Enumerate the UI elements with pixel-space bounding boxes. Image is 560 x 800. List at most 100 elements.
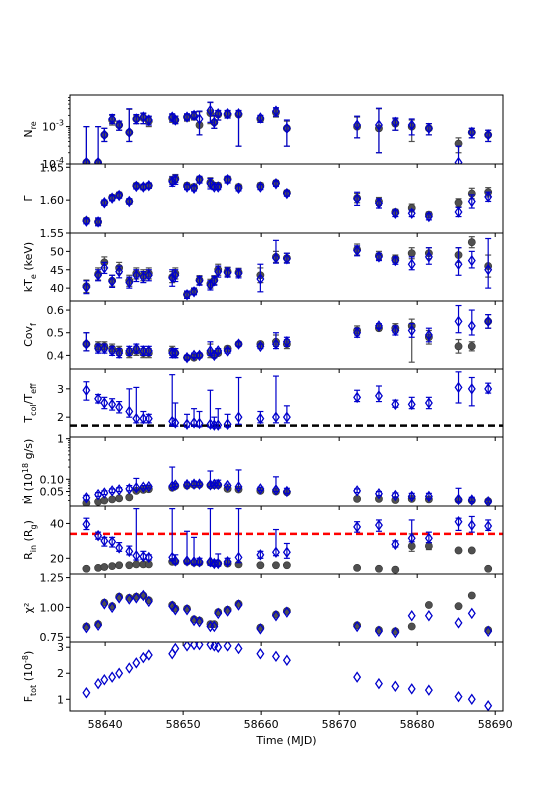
data-point [115, 484, 124, 496]
data-point [115, 561, 124, 570]
data-point [171, 347, 180, 359]
data-point [454, 690, 463, 703]
data-point [256, 181, 265, 193]
data-point [190, 556, 199, 568]
data-point [271, 546, 280, 558]
series-filled [82, 236, 493, 299]
series-open [82, 371, 493, 431]
data-point [467, 607, 476, 620]
x-axis-label: Time (MJD) [255, 734, 316, 747]
data-point [391, 626, 400, 639]
data-point [195, 174, 204, 186]
data-point [195, 113, 204, 125]
y-tick-label: 3 [57, 383, 64, 396]
data-point [190, 417, 199, 429]
data-point [190, 182, 199, 195]
data-point [108, 113, 117, 125]
data-point [391, 489, 400, 502]
data-point [454, 515, 463, 528]
data-point [271, 338, 280, 350]
data-point [168, 176, 177, 188]
data-point [407, 532, 416, 544]
data-point [407, 258, 416, 270]
data-point [424, 610, 433, 622]
y-tick-label: 3 [57, 641, 64, 654]
data-point [168, 647, 177, 660]
data-point [100, 674, 109, 686]
data-point [256, 647, 265, 660]
data-point [256, 412, 265, 425]
panel-7: 20 40 Rin (Rg) [22, 505, 504, 578]
data-point [467, 383, 476, 395]
y-tick-label: 45 [50, 264, 64, 277]
data-point [144, 560, 153, 569]
series-open [82, 304, 493, 364]
data-point [139, 481, 148, 493]
data-point [100, 397, 109, 409]
data-point [82, 518, 91, 531]
data-point [407, 324, 416, 337]
data-point [467, 126, 476, 139]
data-point [132, 180, 141, 193]
data-point [272, 561, 280, 570]
data-point [374, 197, 383, 210]
data-point [271, 650, 280, 663]
data-point [115, 667, 124, 679]
data-point [484, 564, 493, 573]
data-point [100, 487, 109, 499]
data-point [206, 104, 215, 117]
data-point [183, 289, 192, 301]
data-point [82, 338, 91, 350]
data-point [125, 195, 134, 208]
data-point [168, 347, 177, 359]
data-point [424, 490, 433, 503]
data-point [234, 182, 243, 195]
x-tick-label: 58640 [88, 718, 123, 731]
data-point [223, 345, 232, 357]
data-point [282, 606, 291, 618]
data-point [282, 485, 291, 498]
y-axis-label: Tcol/Teff [22, 383, 38, 424]
data-point [94, 342, 103, 355]
data-point [407, 207, 416, 220]
data-point [467, 342, 476, 351]
data-point [125, 493, 134, 502]
data-point [108, 192, 117, 204]
data-point [467, 519, 476, 531]
data-point [391, 538, 400, 551]
data-point [94, 488, 103, 501]
data-point [171, 479, 180, 491]
data-point [82, 492, 91, 504]
data-point [82, 156, 91, 164]
data-point [214, 557, 223, 570]
data-point [132, 481, 141, 494]
data-point [374, 390, 383, 402]
data-point [454, 342, 463, 351]
data-point [171, 604, 180, 616]
data-point [467, 238, 476, 247]
y-axis-label: Γ [22, 195, 35, 202]
data-point [407, 119, 416, 131]
data-point [190, 286, 199, 298]
y-tick-label: 0.6 [47, 304, 65, 317]
data-point [108, 536, 117, 548]
data-point [132, 560, 141, 569]
data-point [100, 197, 109, 209]
data-point [108, 562, 117, 571]
data-point [256, 483, 265, 495]
data-point [374, 119, 383, 131]
data-point [374, 625, 383, 638]
panel-5: 2 3 Tcol/Teff [22, 368, 504, 441]
data-point [454, 258, 463, 270]
data-point [353, 671, 362, 683]
data-point [353, 485, 362, 497]
y-axis-label: Covf [22, 323, 38, 347]
data-point [484, 383, 493, 395]
y-tick-label: 40 [50, 517, 64, 530]
data-point [282, 546, 291, 558]
data-point [223, 108, 232, 120]
data-point [94, 677, 103, 690]
data-point [214, 345, 223, 357]
data-point [210, 275, 219, 287]
data-point [183, 181, 192, 193]
